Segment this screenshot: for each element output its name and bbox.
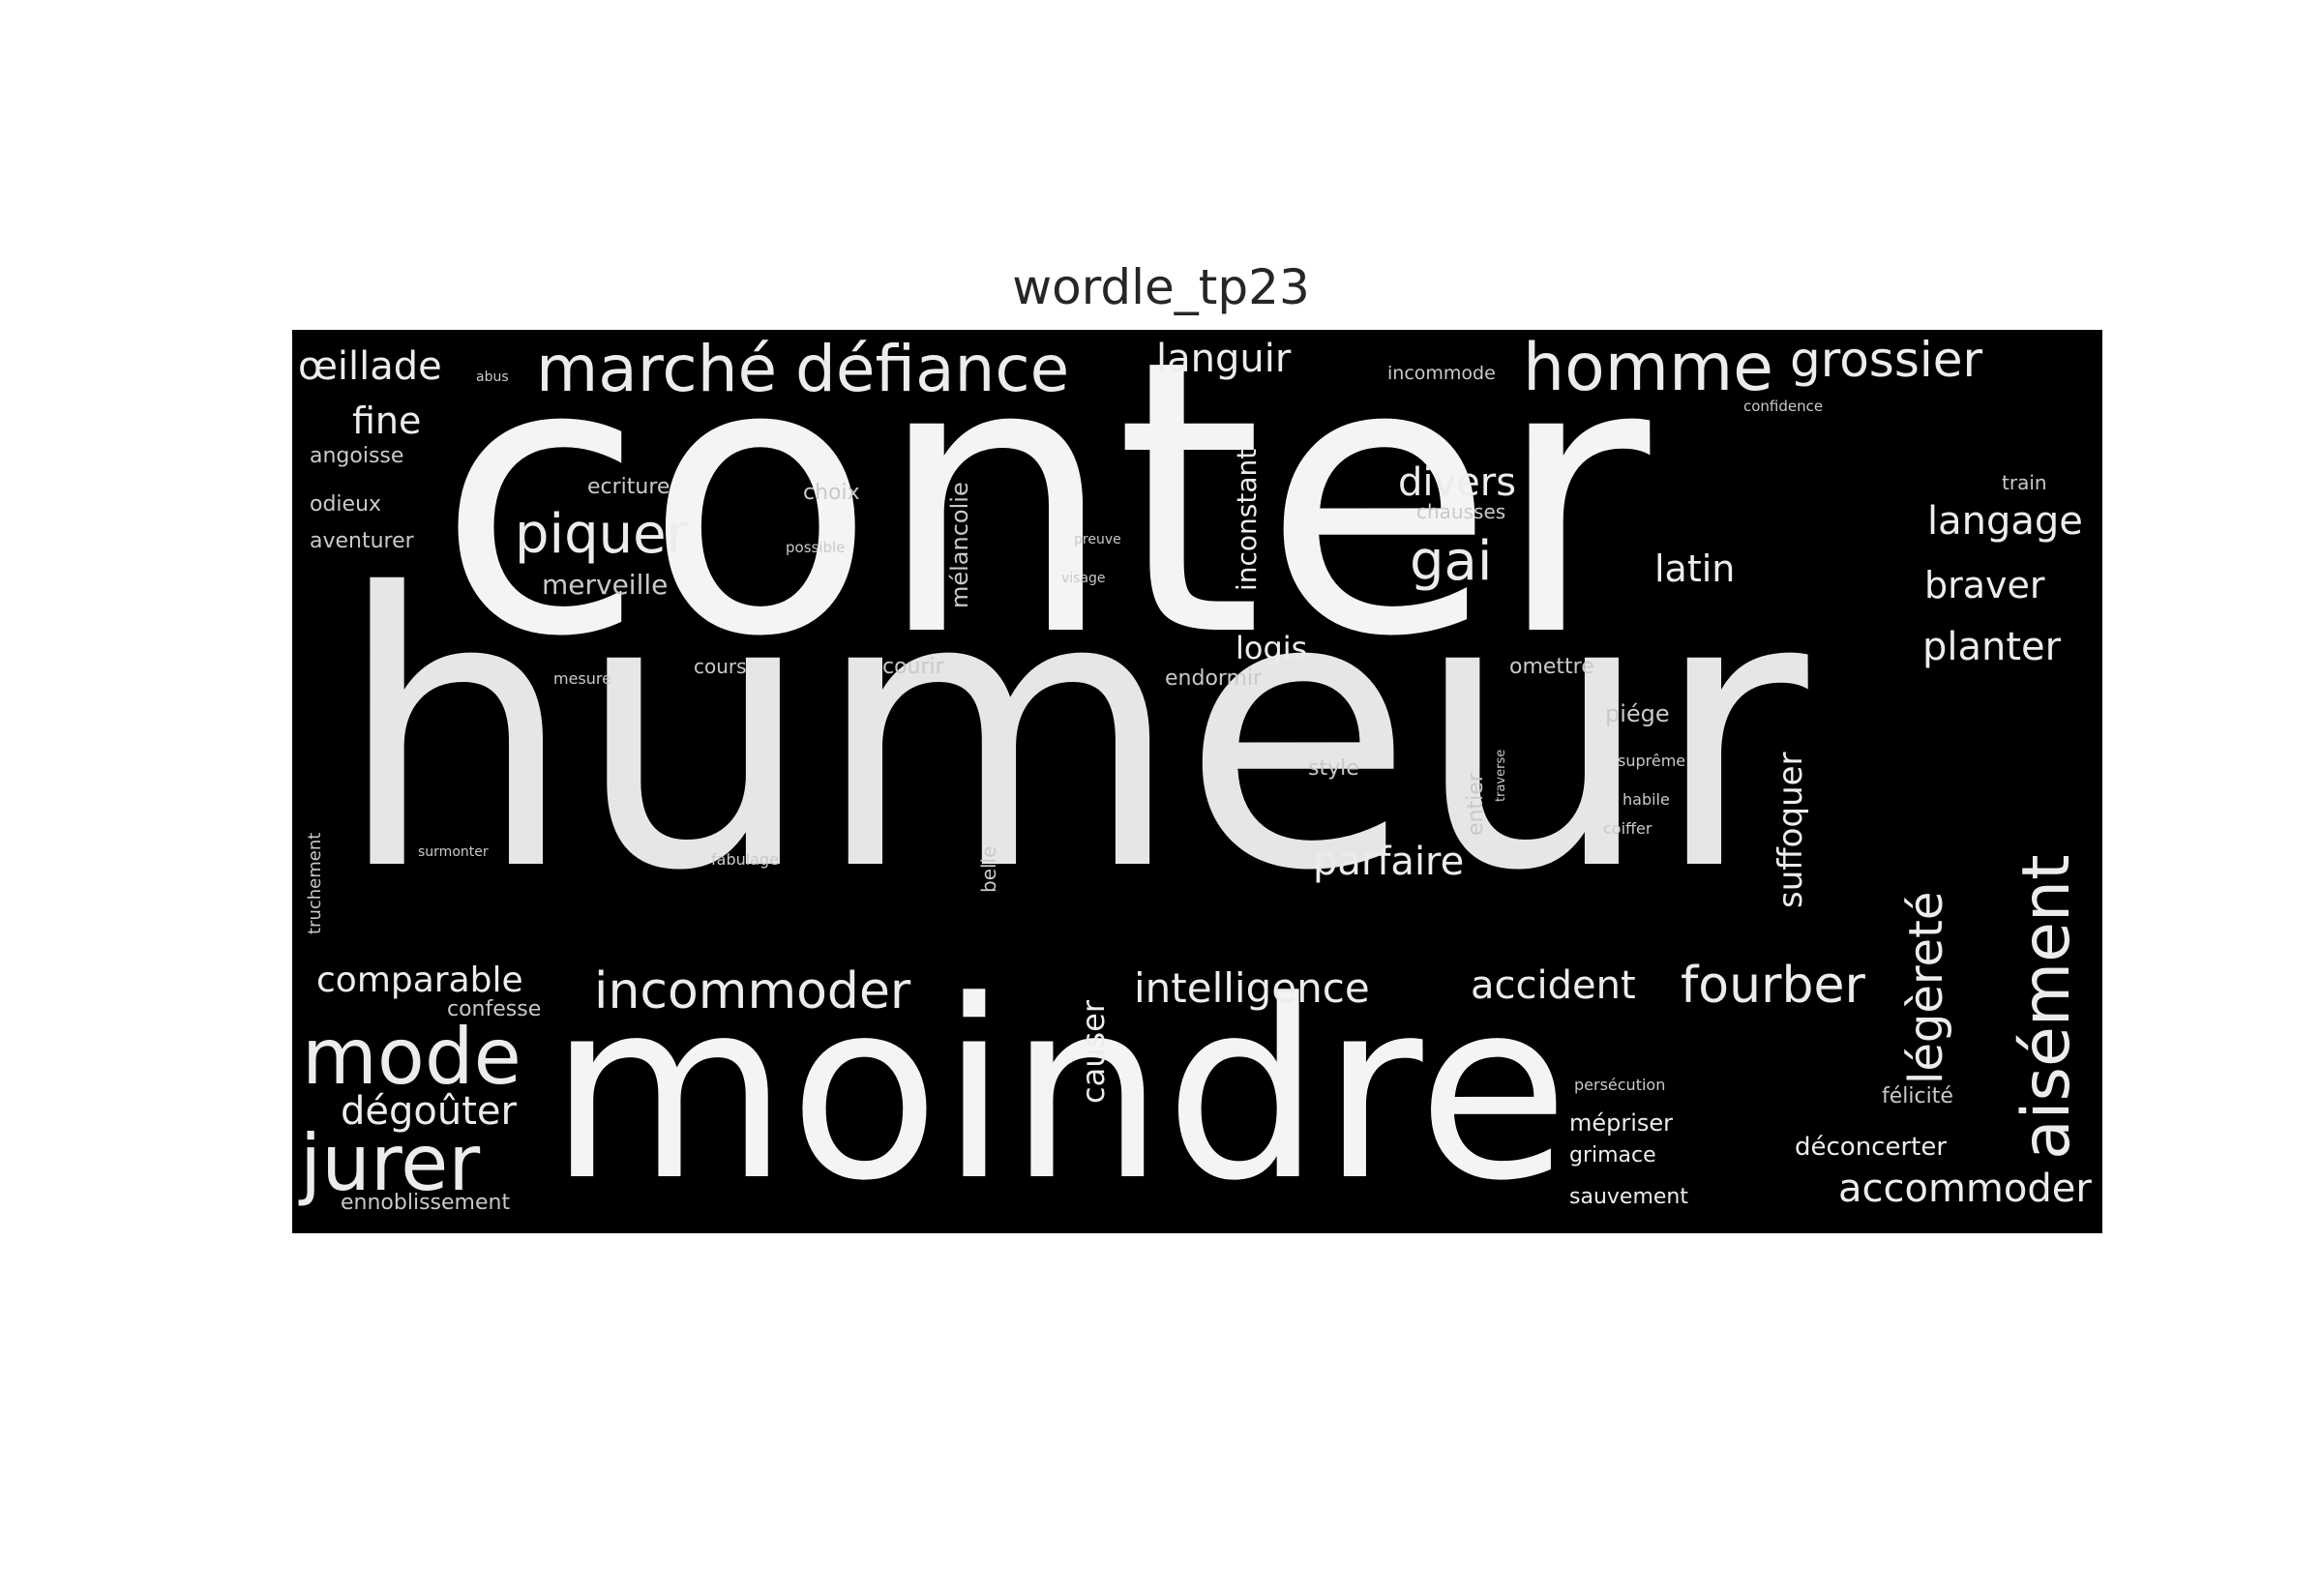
word-cours: cours xyxy=(694,655,747,678)
word-incommode: incommode xyxy=(1387,363,1496,384)
word-surmonter: surmonter xyxy=(418,844,489,860)
word-possible: possible xyxy=(786,539,846,556)
word-langage: langage xyxy=(1927,499,2083,544)
word-inconstant: inconstant xyxy=(1231,448,1263,591)
word-entier: entier xyxy=(1464,773,1488,836)
word-ecriture: ecriture xyxy=(587,475,670,499)
word-oeillade: œillade xyxy=(298,344,442,389)
word-aisement: aisément xyxy=(2009,854,2085,1160)
word-piquer: piquer xyxy=(515,503,689,566)
word-suffoquer: suffoquer xyxy=(1771,752,1810,908)
word-visage: visage xyxy=(1061,571,1106,586)
word-preuve: preuve xyxy=(1074,532,1121,547)
word-intelligence: intelligence xyxy=(1134,964,1370,1012)
word-supreme: suprême xyxy=(1618,752,1686,770)
word-ennoblissement: ennoblissement xyxy=(341,1191,511,1215)
word-endormir: endormir xyxy=(1165,666,1263,691)
word-incommoder: incommoder xyxy=(594,962,911,1020)
word-style: style xyxy=(1308,756,1359,781)
word-mode: mode xyxy=(302,1012,521,1102)
word-felicite: félicité xyxy=(1882,1084,1953,1108)
word-sauvement: sauvement xyxy=(1569,1185,1688,1209)
word-courir: courir xyxy=(882,655,944,679)
word-marche: marché xyxy=(536,332,778,406)
word-conter: conter xyxy=(437,330,1651,719)
figure-title: wordle_tp23 xyxy=(1012,259,1310,315)
word-choix: choix xyxy=(803,481,860,505)
word-abus: abus xyxy=(476,369,509,385)
word-fourber: fourber xyxy=(1681,957,1865,1015)
word-deconcerter: déconcerter xyxy=(1795,1133,1948,1162)
word-omettre: omettre xyxy=(1509,655,1594,679)
word-mesure: mesure xyxy=(553,669,611,688)
word-fine: fine xyxy=(352,399,422,442)
word-odieux: odieux xyxy=(310,492,382,517)
word-accident: accident xyxy=(1471,963,1636,1008)
word-melancolie: mélancolie xyxy=(946,482,973,608)
word-moindre: moindre xyxy=(549,948,1569,1233)
word-train: train xyxy=(2002,471,2047,494)
word-comparable: comparable xyxy=(316,961,523,1000)
word-angoisse: angoisse xyxy=(310,444,404,468)
word-habile: habile xyxy=(1622,790,1670,809)
word-fabulage: fabulage xyxy=(711,850,779,869)
word-humeur: humeur xyxy=(336,514,1808,953)
word-defiance: défiance xyxy=(795,332,1070,406)
word-cloud: conter humeur moindre œillade abus march… xyxy=(292,330,2102,1233)
word-merveille: merveille xyxy=(542,569,669,601)
word-divers: divers xyxy=(1398,460,1517,505)
word-truchement: truchement xyxy=(305,832,325,934)
word-chausses: chausses xyxy=(1416,500,1506,523)
word-mepriser: mépriser xyxy=(1569,1109,1674,1137)
word-aventurer: aventurer xyxy=(310,529,414,553)
word-jurer: jurer xyxy=(300,1118,481,1208)
word-planter: planter xyxy=(1922,625,2062,669)
word-belle: belle xyxy=(977,845,1000,893)
word-persecution: persécution xyxy=(1574,1076,1666,1094)
word-latin: latin xyxy=(1654,547,1736,590)
word-grimace: grimace xyxy=(1569,1143,1656,1167)
word-grossier: grossier xyxy=(1790,332,1983,388)
word-gai: gai xyxy=(1410,530,1493,593)
word-parfaire: parfaire xyxy=(1313,840,1465,884)
word-braver: braver xyxy=(1924,564,2045,606)
word-legerete: légèreté xyxy=(1899,891,1953,1084)
word-causer: causer xyxy=(1075,1000,1112,1104)
word-logis: logis xyxy=(1235,630,1308,666)
word-coiffer: coiffer xyxy=(1603,819,1652,838)
word-confidence: confidence xyxy=(1743,398,1824,415)
word-piege: piége xyxy=(1605,700,1670,727)
word-confesse: confesse xyxy=(447,997,542,1021)
word-degouter: dégoûter xyxy=(341,1089,517,1134)
word-homme: homme xyxy=(1523,330,1774,406)
word-traverse: traverse xyxy=(1494,749,1508,802)
word-languir: languir xyxy=(1156,337,1292,381)
word-accommoder: accommoder xyxy=(1838,1167,2092,1211)
